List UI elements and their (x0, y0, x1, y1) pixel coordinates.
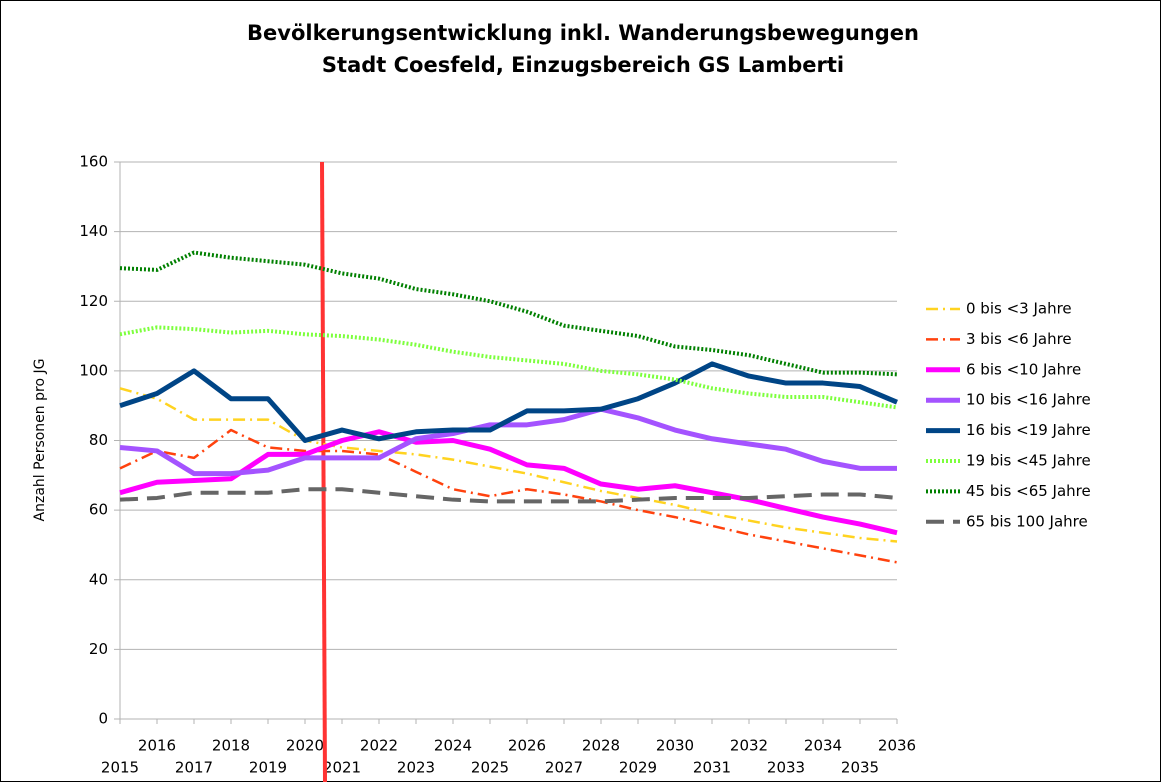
x-tick-label: 2027 (545, 759, 583, 777)
x-tick-label: 2024 (434, 737, 472, 755)
y-tick-label: 0 (98, 710, 108, 728)
x-tick-label: 2032 (730, 737, 768, 755)
x-tick-label: 2036 (878, 737, 916, 755)
series-line (119, 406, 897, 477)
x-tick-label: 2028 (582, 737, 620, 755)
series-line (119, 250, 898, 377)
x-tick-label: 2016 (138, 737, 176, 755)
x-tick-label: 2025 (471, 759, 509, 777)
legend-label: 6 bis <10 Jahre (966, 360, 1081, 378)
x-tick-label: 2034 (804, 737, 842, 755)
x-tick-label: 2015 (101, 759, 139, 777)
y-tick-label: 140 (79, 222, 108, 240)
y-tick-label: 20 (89, 640, 108, 658)
legend-label: 0 bis <3 Jahre (966, 300, 1072, 318)
series-line (119, 428, 898, 564)
x-tick-label: 2033 (767, 759, 805, 777)
x-tick-label: 2026 (508, 737, 546, 755)
legend-label: 19 bis <45 Jahre (966, 452, 1091, 470)
y-axis-label: Anzahl Personen pro JG (32, 359, 48, 522)
chart-title: Bevölkerungsentwicklung inkl. Wanderungs… (247, 21, 919, 45)
series-line (119, 487, 898, 504)
legend-label: 10 bis <16 Jahre (966, 391, 1091, 409)
series-line (119, 325, 898, 410)
y-tick-label: 160 (79, 153, 108, 171)
x-tick-label: 2022 (360, 737, 398, 755)
legend-label: 65 bis 100 Jahre (966, 512, 1088, 530)
x-tick-label: 2023 (397, 759, 435, 777)
series-line (119, 429, 898, 536)
x-tick-label: 2021 (323, 759, 361, 777)
series-line (119, 361, 898, 443)
x-tick-label: 2029 (619, 759, 657, 777)
legend-label: 3 bis <6 Jahre (966, 330, 1072, 348)
legend-label: 45 bis <65 Jahre (966, 482, 1091, 500)
marker-line (320, 161, 327, 782)
x-tick-label: 2018 (212, 737, 250, 755)
legend-label: 16 bis <19 Jahre (966, 421, 1091, 439)
x-tick-label: 2031 (693, 759, 731, 777)
x-tick-label: 2035 (841, 759, 879, 777)
x-tick-label: 2020 (286, 737, 324, 755)
x-tick-label: 2030 (656, 737, 694, 755)
chart-subtitle: Stadt Coesfeld, Einzugsbereich GS Lamber… (322, 53, 844, 77)
y-tick-label: 60 (89, 501, 108, 519)
y-tick-label: 100 (79, 361, 108, 379)
x-tick-label: 2019 (249, 759, 287, 777)
y-tick-label: 120 (79, 292, 108, 310)
y-tick-label: 40 (89, 570, 108, 588)
x-tick-label: 2017 (175, 759, 213, 777)
y-tick-label: 80 (89, 431, 108, 449)
